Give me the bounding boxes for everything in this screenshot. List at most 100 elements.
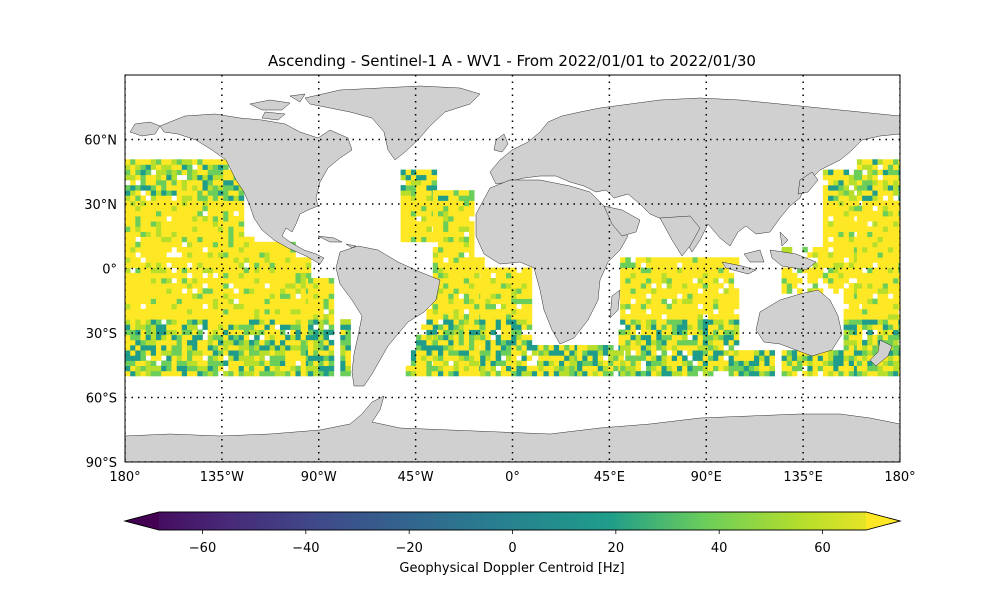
doppler-cell bbox=[463, 334, 470, 341]
doppler-cell bbox=[192, 303, 198, 310]
doppler-cell bbox=[218, 252, 224, 258]
doppler-cell bbox=[848, 324, 855, 330]
doppler-cell bbox=[630, 272, 636, 279]
doppler-cell bbox=[431, 329, 438, 336]
doppler-cell bbox=[130, 355, 136, 361]
doppler-cell bbox=[661, 365, 667, 372]
doppler-cell bbox=[882, 174, 889, 181]
doppler-cell bbox=[448, 257, 454, 263]
doppler-cell bbox=[421, 195, 427, 201]
doppler-cell bbox=[140, 314, 146, 320]
doppler-cell bbox=[145, 226, 152, 232]
doppler-cell bbox=[506, 272, 512, 279]
doppler-cell bbox=[405, 185, 412, 191]
doppler-cell bbox=[156, 247, 162, 253]
doppler-cell bbox=[853, 174, 860, 181]
doppler-cell bbox=[280, 345, 286, 351]
doppler-cell bbox=[516, 339, 522, 346]
doppler-cell bbox=[877, 179, 884, 186]
doppler-cell bbox=[646, 283, 652, 289]
doppler-cell bbox=[125, 267, 131, 274]
doppler-cell bbox=[259, 241, 265, 248]
doppler-cell bbox=[843, 329, 850, 336]
doppler-cell bbox=[453, 190, 459, 196]
doppler-cell bbox=[150, 267, 157, 274]
doppler-cell bbox=[867, 195, 873, 201]
doppler-cell bbox=[274, 267, 281, 274]
doppler-cell bbox=[400, 226, 407, 232]
doppler-cell bbox=[140, 334, 146, 341]
doppler-cell bbox=[474, 272, 480, 279]
doppler-cell bbox=[438, 370, 444, 377]
doppler-cell bbox=[797, 365, 803, 372]
doppler-cell bbox=[559, 365, 565, 372]
doppler-cell bbox=[176, 257, 183, 263]
doppler-cell bbox=[877, 226, 884, 232]
doppler-cell bbox=[438, 210, 444, 217]
doppler-cell bbox=[671, 298, 678, 305]
doppler-cell bbox=[812, 252, 819, 258]
doppler-cell bbox=[759, 365, 765, 372]
doppler-cell bbox=[872, 303, 878, 310]
doppler-cell bbox=[713, 278, 719, 284]
doppler-cell bbox=[295, 319, 301, 325]
doppler-cell bbox=[887, 247, 894, 253]
doppler-cell bbox=[305, 257, 312, 263]
doppler-cell bbox=[181, 216, 188, 222]
doppler-cell bbox=[448, 231, 454, 237]
doppler-cell bbox=[285, 293, 291, 299]
doppler-cell bbox=[145, 360, 152, 366]
doppler-cell bbox=[893, 179, 899, 186]
doppler-cell bbox=[254, 267, 260, 274]
doppler-cell bbox=[887, 319, 894, 325]
doppler-cell bbox=[238, 319, 245, 325]
doppler-cell bbox=[161, 339, 167, 346]
doppler-cell bbox=[448, 293, 454, 299]
doppler-cell bbox=[181, 205, 188, 212]
doppler-cell bbox=[176, 314, 183, 320]
doppler-cell bbox=[469, 226, 475, 232]
doppler-cell bbox=[328, 293, 335, 299]
doppler-cell bbox=[511, 272, 517, 279]
doppler-cell bbox=[161, 247, 167, 253]
doppler-cell bbox=[207, 278, 214, 284]
doppler-cell bbox=[843, 236, 850, 243]
doppler-cell bbox=[308, 293, 314, 299]
doppler-cell bbox=[285, 247, 291, 253]
doppler-cell bbox=[233, 370, 239, 377]
doppler-cell bbox=[223, 262, 229, 268]
doppler-cell bbox=[877, 334, 884, 341]
doppler-cell bbox=[285, 334, 291, 341]
doppler-cell bbox=[877, 221, 884, 227]
doppler-cell bbox=[238, 288, 245, 294]
doppler-cell bbox=[862, 272, 868, 279]
doppler-cell bbox=[677, 314, 683, 320]
doppler-cell bbox=[438, 339, 444, 346]
doppler-cell bbox=[243, 365, 250, 372]
doppler-cell bbox=[166, 174, 172, 181]
doppler-cell bbox=[666, 370, 673, 377]
doppler-cell bbox=[828, 169, 834, 176]
doppler-cell bbox=[150, 241, 157, 248]
doppler-cell bbox=[438, 205, 444, 212]
doppler-cell bbox=[833, 190, 839, 196]
doppler-cell bbox=[597, 345, 604, 351]
doppler-cell bbox=[692, 293, 698, 299]
doppler-cell bbox=[867, 293, 873, 299]
doppler-cell bbox=[156, 272, 162, 279]
doppler-cell bbox=[635, 339, 642, 346]
doppler-cell bbox=[264, 257, 270, 263]
japan bbox=[797, 171, 819, 195]
doppler-cell bbox=[898, 283, 900, 289]
doppler-cell bbox=[218, 345, 224, 351]
doppler-cell bbox=[458, 334, 465, 341]
doppler-cell bbox=[506, 345, 512, 351]
doppler-cell bbox=[202, 308, 208, 315]
doppler-cell bbox=[723, 314, 729, 320]
doppler-cell bbox=[625, 350, 631, 356]
doppler-cell bbox=[238, 329, 245, 336]
doppler-cell bbox=[207, 303, 214, 310]
doppler-cell bbox=[300, 360, 307, 366]
doppler-cell bbox=[862, 283, 868, 289]
doppler-cell bbox=[640, 350, 647, 356]
